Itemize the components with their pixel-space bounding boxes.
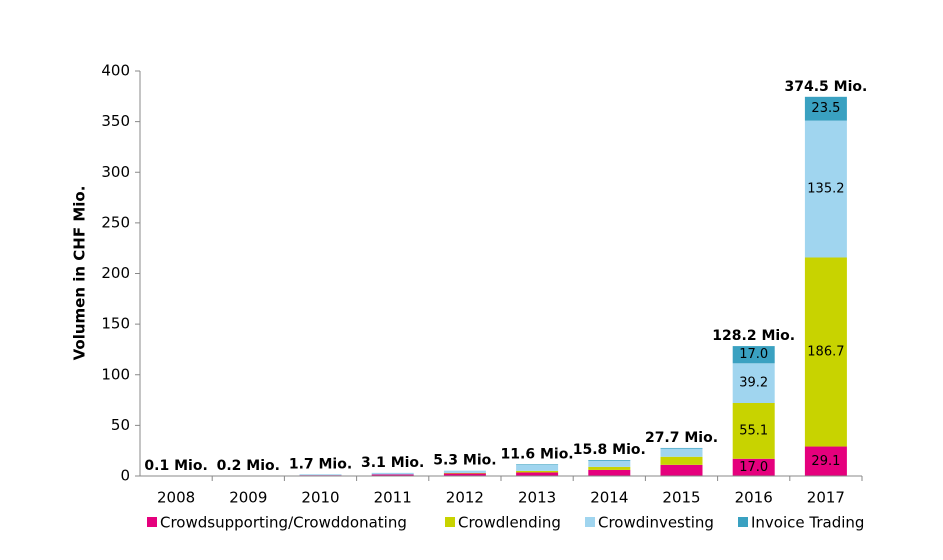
- total-label: 27.7 Mio.: [645, 430, 718, 446]
- total-label: 128.2 Mio.: [712, 328, 795, 344]
- total-label: 1.7 Mio.: [289, 456, 352, 472]
- total-label: 3.1 Mio.: [361, 455, 424, 471]
- bar-segment: [588, 467, 630, 470]
- y-tick-label: 150: [101, 315, 130, 333]
- bar-segment: [661, 465, 703, 476]
- y-tick-label: 350: [101, 112, 130, 130]
- value-label: 55.1: [739, 423, 768, 438]
- bar-segment: [516, 472, 558, 476]
- value-label: 186.7: [807, 345, 844, 360]
- legend-swatch: [585, 517, 595, 527]
- bar-segment: [444, 473, 486, 474]
- legend-swatch: [738, 517, 748, 527]
- y-tick-label: 50: [111, 416, 130, 434]
- legend-label: Crowdinvesting: [598, 514, 714, 532]
- x-tick-label: 2013: [518, 489, 556, 507]
- value-label: 17.0: [739, 460, 768, 475]
- value-label: 135.2: [807, 182, 844, 197]
- bar-segment: [516, 471, 558, 473]
- x-tick-label: 2011: [374, 489, 412, 507]
- legend-swatch: [147, 517, 157, 527]
- bar-segment: [661, 457, 703, 465]
- legend-label: Crowdsupporting/Crowddonating: [160, 514, 407, 532]
- x-tick-label: 2016: [735, 489, 773, 507]
- bar-segment: [372, 473, 414, 475]
- bar-segment: [588, 470, 630, 476]
- bar-segment: [588, 460, 630, 461]
- total-label: 0.2 Mio.: [217, 458, 280, 474]
- value-label: 23.5: [811, 101, 840, 116]
- x-tick-label: 2015: [662, 489, 700, 507]
- value-label: 17.0: [739, 347, 768, 362]
- bar-segment: [588, 461, 630, 467]
- y-tick-label: 250: [101, 213, 130, 231]
- y-tick-label: 300: [101, 163, 130, 181]
- legend-label: Invoice Trading: [751, 514, 864, 532]
- x-tick-label: 2010: [301, 489, 339, 507]
- bar-segment: [516, 464, 558, 465]
- legend-swatch: [445, 517, 455, 527]
- value-label: 29.1: [811, 454, 840, 469]
- total-label: 15.8 Mio.: [573, 442, 646, 458]
- x-tick-label: 2008: [157, 489, 195, 507]
- x-tick-label: 2012: [446, 489, 484, 507]
- y-axis-label: Volumen in CHF Mio.: [71, 186, 89, 361]
- bar-segment: [661, 449, 703, 457]
- bar-segment: [516, 465, 558, 471]
- value-label: 39.2: [739, 376, 768, 391]
- x-tick-label: 2017: [807, 489, 845, 507]
- y-tick-label: 400: [101, 62, 130, 80]
- total-label: 5.3 Mio.: [433, 453, 496, 469]
- y-tick-label: 0: [120, 467, 130, 485]
- legend-label: Crowdlending: [458, 514, 561, 532]
- y-tick-label: 100: [101, 365, 130, 383]
- bar-segment: [661, 448, 703, 449]
- total-label: 374.5 Mio.: [784, 79, 867, 95]
- y-tick-label: 200: [101, 264, 130, 282]
- x-tick-label: 2009: [229, 489, 267, 507]
- x-tick-label: 2014: [590, 489, 628, 507]
- total-label: 11.6 Mio.: [501, 446, 574, 462]
- total-label: 0.1 Mio.: [144, 458, 207, 474]
- bar-segment: [444, 471, 486, 473]
- bar-segment: [300, 474, 342, 475]
